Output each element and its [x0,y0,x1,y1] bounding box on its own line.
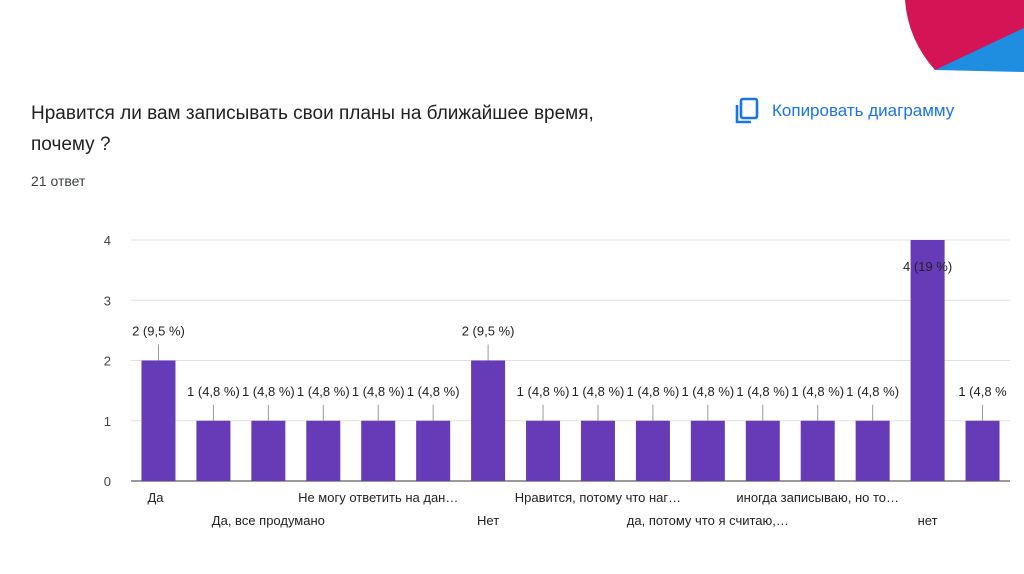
copy-icon [735,97,759,124]
bar [306,420,341,481]
y-tick-label: 2 [104,354,111,369]
question-title: Нравится ли вам записывать свои планы на… [31,98,721,160]
bar [361,420,396,481]
data-label: 4 (19 %) [903,259,952,274]
data-label: 1 (4,8 %) [736,384,789,399]
y-tick-label: 1 [104,414,111,429]
x-category-label: Нравится, потому что наг… [515,490,681,505]
bar [471,360,506,481]
x-category-label: Да, все продумано [212,513,325,528]
bar [965,420,1000,481]
data-label: 1 (4,8 %) [407,384,460,399]
bar [635,420,670,481]
response-count: 21 ответ [31,173,86,189]
copy-chart-button[interactable]: Копировать диаграмму [734,95,954,127]
data-label: 1 (4,8 %) [517,384,570,399]
data-label: 1 (4,8 % [958,384,1007,399]
bar [855,420,890,481]
x-category-label: иногда записываю, но то… [736,490,899,505]
bar [580,420,615,481]
bar [910,240,945,481]
x-category-label: Нет [477,513,499,528]
bar [745,420,780,481]
bar [800,420,835,481]
bar [141,360,176,481]
data-label: 2 (9,5 %) [132,324,185,339]
corner-decoration [905,0,1024,72]
data-label: 1 (4,8 %) [297,384,350,399]
data-label: 2 (9,5 %) [462,324,515,339]
data-label: 1 (4,8 %) [846,384,899,399]
copy-chart-label: Копировать диаграмму [772,101,955,120]
question-title-line-1: Нравится ли вам записывать свои планы на… [31,103,594,124]
data-label: 1 (4,8 %) [572,384,625,399]
data-label: 1 (4,8 %) [627,384,680,399]
bar [526,420,561,481]
bar [251,420,286,481]
data-label: 1 (4,8 %) [242,384,295,399]
bar [690,420,725,481]
bar [196,420,231,481]
corner-blue-shape [935,28,1024,72]
y-tick-label: 4 [104,233,111,248]
x-category-label: нет [918,513,938,528]
bar [416,420,451,481]
x-category-label: Не могу ответить на дан… [298,490,458,505]
y-tick-label: 0 [104,474,111,489]
x-category-label: Да [147,490,164,505]
data-label: 1 (4,8 %) [681,384,734,399]
data-label: 1 (4,8 %) [791,384,844,399]
data-label: 1 (4,8 %) [187,384,240,399]
y-tick-label: 3 [104,293,111,308]
data-label: 1 (4,8 %) [352,384,405,399]
question-title-line-2: почему ? [31,134,111,155]
x-category-label: да, потому что я считаю,… [627,513,789,528]
